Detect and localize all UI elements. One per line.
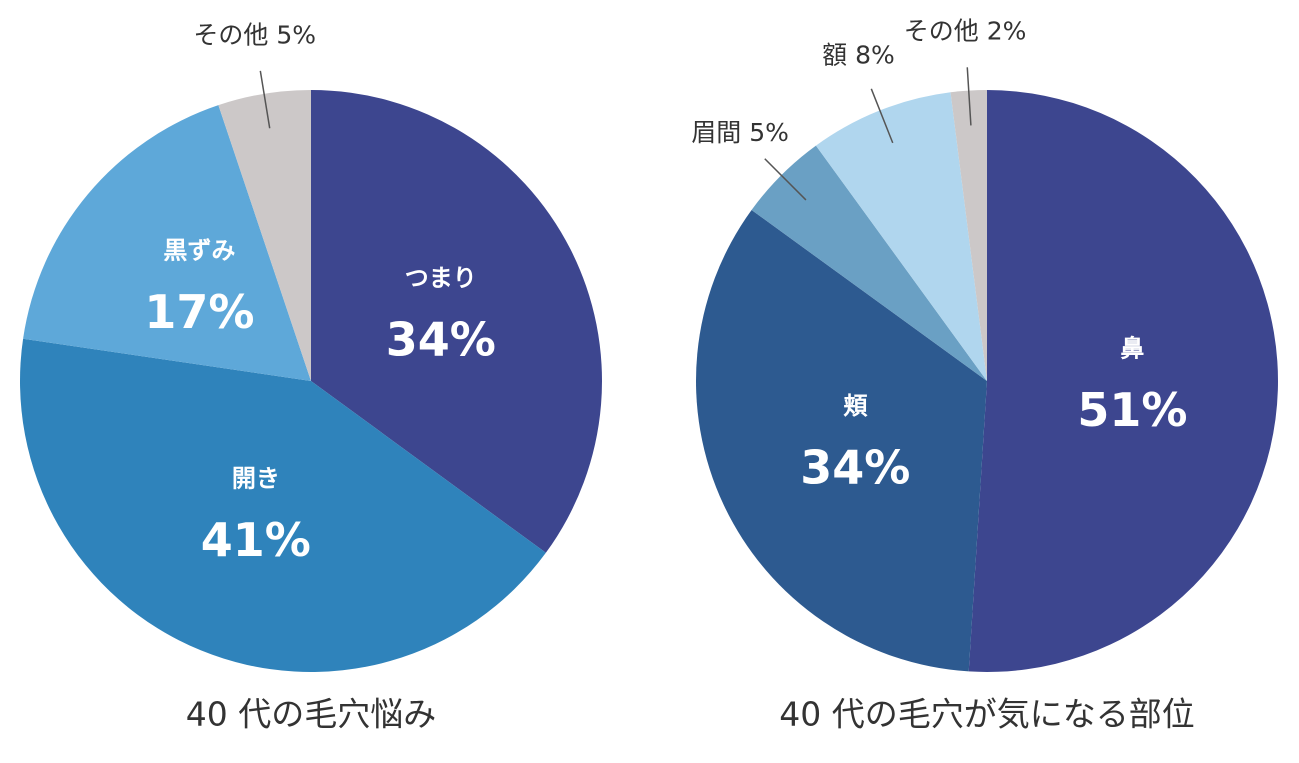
slice-name: 眉間 xyxy=(691,118,741,147)
slice-name: その他 xyxy=(904,16,979,45)
leader-line xyxy=(966,67,972,126)
pie-slice xyxy=(695,209,987,672)
slice-value: 8% xyxy=(855,40,895,69)
slice-value: 34% xyxy=(386,313,496,367)
slice-value: 51% xyxy=(1077,383,1187,437)
slice-value: 5% xyxy=(276,20,316,49)
slice-label: 黒ずみ xyxy=(163,237,235,265)
slice-label: その他 5% xyxy=(193,20,316,49)
leader-line xyxy=(259,70,271,129)
pie-slice xyxy=(751,145,987,381)
slice-label: 眉間 5% xyxy=(691,118,789,147)
chart-title: 40 代の毛穴が気になる部位 xyxy=(779,695,1194,734)
leader-line xyxy=(870,88,894,144)
slice-name: その他 xyxy=(193,20,268,49)
leader-line xyxy=(764,158,807,201)
slice-label: 額 8% xyxy=(822,40,895,69)
pie-slice xyxy=(218,90,311,381)
pie-slice xyxy=(20,338,546,672)
slice-value: 17% xyxy=(144,285,254,339)
slice-label: その他 2% xyxy=(904,16,1027,45)
pie-slice xyxy=(815,92,987,382)
slice-name: 額 xyxy=(822,40,847,69)
slice-label: 鼻 xyxy=(1120,335,1144,363)
pie-slice xyxy=(311,90,602,553)
pie-slice xyxy=(23,105,311,381)
slice-label: 開き xyxy=(232,465,280,493)
slice-value: 41% xyxy=(201,513,311,567)
chart-title: 40 代の毛穴悩み xyxy=(186,695,436,734)
slice-label: つまり xyxy=(405,264,477,292)
slice-value: 2% xyxy=(987,16,1027,45)
pie-slice xyxy=(968,89,1279,673)
pie-slice xyxy=(950,90,987,381)
slice-label: 頬 xyxy=(843,392,868,420)
slice-value: 34% xyxy=(800,440,910,494)
slice-value: 5% xyxy=(749,118,789,147)
